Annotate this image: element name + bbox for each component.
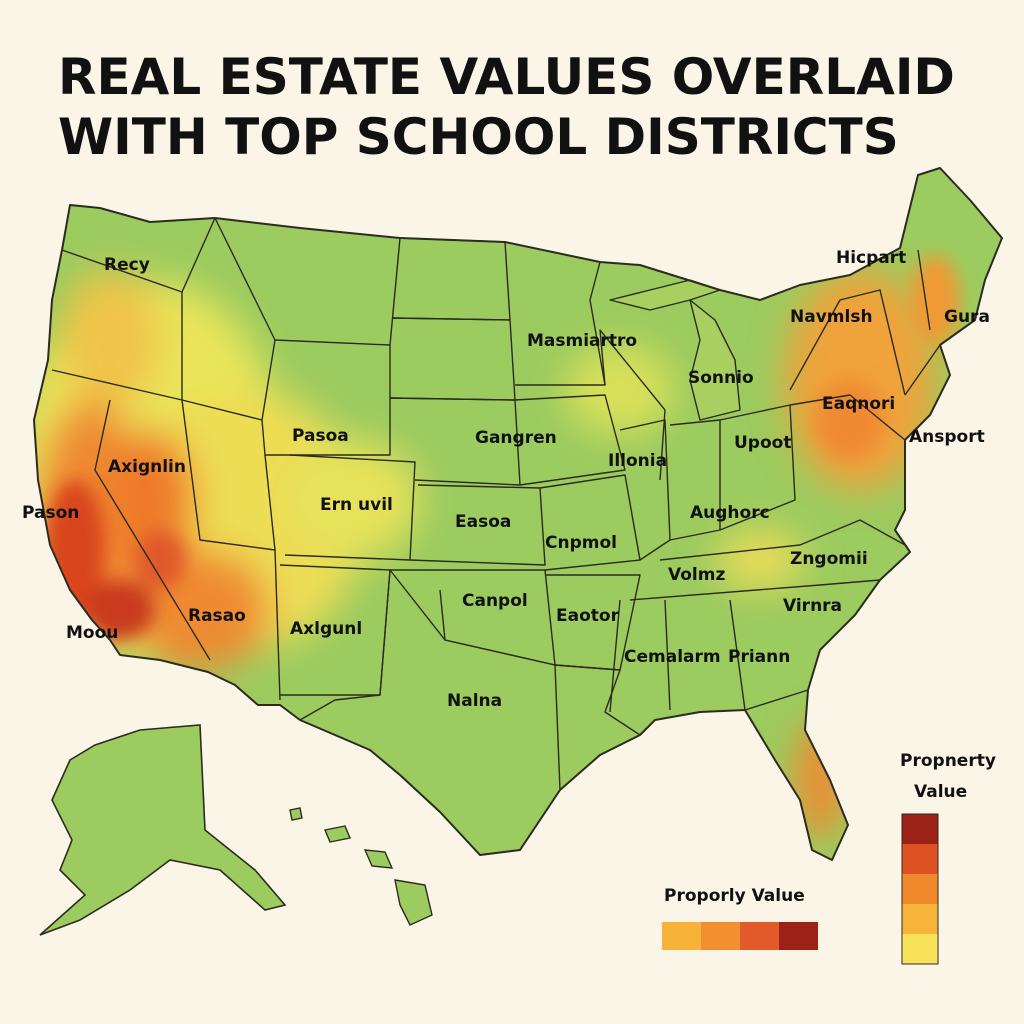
hawaii xyxy=(289,807,433,926)
boundary-in xyxy=(669,419,721,541)
label-eaotor: Eaotor xyxy=(556,606,620,626)
boundary-il xyxy=(619,419,671,561)
label-axlgunl: Axlgunl xyxy=(290,619,362,639)
label-navmlsh: Navmlsh xyxy=(790,307,873,327)
boundary-vt-nh xyxy=(917,249,931,331)
boundary-ms xyxy=(609,599,621,713)
boundary-ne xyxy=(389,397,521,486)
hawaii-island-4 xyxy=(394,879,433,926)
hawaii-island-1 xyxy=(289,807,303,821)
label-pason: Pason xyxy=(22,503,79,523)
label-gangren: Gangren xyxy=(475,428,557,448)
hawaii-island-2 xyxy=(324,825,351,843)
label-pasoa: Pasoa xyxy=(292,426,349,446)
label-canpol: Canpol xyxy=(462,591,528,611)
boundary-wi xyxy=(599,329,666,481)
boundary-ny xyxy=(789,289,906,396)
boundary-pa xyxy=(789,394,906,441)
label-moou: Moou xyxy=(66,623,118,643)
legend-horizontal-swatch xyxy=(740,922,779,950)
label-aughorc: Aughorc xyxy=(690,503,770,523)
label-rasao: Rasao xyxy=(188,606,246,626)
label-upoot: Upoot xyxy=(734,433,791,453)
boundary-al xyxy=(664,599,671,711)
label-easoa: Easoa xyxy=(455,512,511,532)
label-nalna: Nalna xyxy=(447,691,502,711)
heat-florida-orange xyxy=(795,720,845,840)
legend-horizontal-swatch xyxy=(779,922,818,950)
boundary-ky-va xyxy=(659,519,906,561)
boundary-nv-ca xyxy=(94,399,211,661)
label-masmiartro: Masmiartro xyxy=(527,331,637,351)
heat-nyc-orange xyxy=(815,380,885,460)
label-sonnio: Sonnio xyxy=(688,368,754,388)
heat-new-england-orange xyxy=(910,255,960,345)
legend-vertical-swatch xyxy=(902,934,938,964)
contiguous-us xyxy=(33,167,1003,861)
legend-horizontal-title: Proporly Value xyxy=(664,886,805,906)
boundary-wy xyxy=(261,345,391,456)
us-outline xyxy=(33,167,1003,861)
label-axignlin: Axignlin xyxy=(108,457,186,477)
legend-vertical-border xyxy=(901,813,939,965)
label-ern-uvil: Ern uvil xyxy=(320,495,393,515)
us-landmass xyxy=(34,168,1002,860)
state-boundaries xyxy=(51,217,941,856)
legend-vertical-swatch xyxy=(902,904,938,934)
alaska xyxy=(39,724,287,936)
heat-oregon-orange xyxy=(60,270,160,410)
label-ansport: Ansport xyxy=(909,427,985,447)
boundary-ut xyxy=(181,399,276,551)
heat-inland-red xyxy=(135,530,185,590)
boundary-ne-states xyxy=(904,344,941,396)
michigan-lower-peninsula xyxy=(689,299,741,421)
boundary-fl xyxy=(744,689,809,711)
legend-vertical-swatch xyxy=(902,814,938,844)
map-labels: Recy Axignlin Pason Moou Rasao Pasoa Ern… xyxy=(22,248,990,711)
boundary-ks xyxy=(409,484,546,566)
label-gura: Gura xyxy=(944,307,990,327)
heat-lakes-yellow xyxy=(565,345,675,435)
label-virnra: Virnra xyxy=(783,596,842,616)
hawaii-island-3 xyxy=(363,849,394,869)
legend-vertical-swatches xyxy=(901,813,939,965)
map-title-line-2: WITH TOP SCHOOL DISTRICTS xyxy=(58,108,899,166)
heat-socal-red xyxy=(85,580,155,640)
boundary-az-nm xyxy=(274,549,281,701)
label-volmz: Volmz xyxy=(668,565,725,585)
legend-vertical-swatch xyxy=(902,844,938,874)
legend-vertical: Propnerty Value xyxy=(900,751,996,965)
legend-horizontal-swatch xyxy=(662,922,701,950)
legend-horizontal-swatch xyxy=(701,922,740,950)
boundary-id xyxy=(181,217,276,421)
label-hicpart: Hicpart xyxy=(836,248,906,268)
label-illonia: Illonia xyxy=(608,451,667,471)
legend-vertical-title-line-2: Value xyxy=(914,782,967,802)
boundary-co xyxy=(284,454,416,561)
heat-virginia-yellow xyxy=(715,530,805,590)
boundary-ga xyxy=(729,599,746,711)
label-cnpmol: Cnpmol xyxy=(545,533,617,553)
map-title-line-1: REAL ESTATE VALUES OVERLAID xyxy=(58,48,955,106)
label-cemalarm: Cemalarm xyxy=(624,647,721,667)
label-priann: Priann xyxy=(728,647,790,667)
label-eaqnori: Eaqnori xyxy=(822,394,895,414)
label-zngomii: Zngomii xyxy=(790,549,868,569)
legend-vertical-swatch xyxy=(902,874,938,904)
boundary-tn-nc xyxy=(629,579,881,601)
label-recy: Recy xyxy=(104,255,150,275)
legend-horizontal-swatches xyxy=(662,922,818,950)
heat-rockies-yellow xyxy=(280,440,420,560)
boundary-ia xyxy=(514,394,626,486)
boundary-mo xyxy=(539,474,641,571)
legend-horizontal: Proporly Value xyxy=(662,886,818,950)
legend-vertical-title-line-1: Propnerty xyxy=(900,751,996,771)
boundary-oh xyxy=(719,404,796,531)
